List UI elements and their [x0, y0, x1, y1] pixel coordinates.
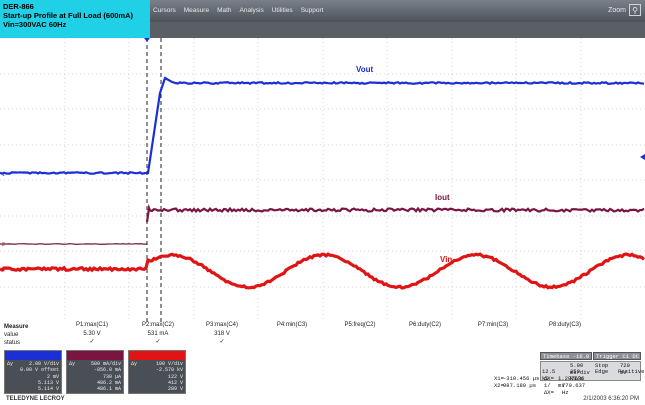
menu-items: Cursors Measure Math Analysis Utilities … — [153, 7, 323, 14]
descriptor-left-row: Δy — [7, 361, 13, 367]
waveform-svg: Vout Iout Vin 1 2 4 — [0, 38, 645, 322]
descriptor-left-row: Δy — [69, 361, 75, 367]
channel-4-marker: 4 — [2, 268, 5, 274]
timebase-header: Timebase -16.0 ms — [540, 352, 592, 360]
measure-param-name: P1:max(C1) — [76, 322, 108, 328]
trigger-position-marker[interactable] — [144, 38, 150, 42]
iout-reference-trace — [0, 244, 147, 245]
descriptor-row: 5.114 V — [20, 386, 59, 392]
channel-descriptor-c1[interactable]: 2.00 V/div 0.00 V offset 2 mV 5.113 V 5.114 … — [4, 350, 62, 394]
graticule — [0, 38, 645, 322]
measure-param-status: ✓ — [187, 338, 257, 345]
measure-param-6[interactable]: P6:duty(C2) — [390, 322, 460, 331]
iout-trace — [147, 208, 644, 222]
iout-label: Iout — [435, 193, 450, 202]
trigger-header: Trigger C1 DC — [593, 352, 641, 360]
menu-bar: DER-866 Start-up Profile at Full Load (6… — [0, 0, 645, 38]
title-line-2: Start-up Profile at Full Load (600mA) — [3, 11, 147, 20]
vin-label: Vin — [440, 255, 452, 264]
measure-param-1[interactable]: P1:max(C1) 5.30 V ✓ — [57, 322, 127, 345]
menu-utilities[interactable]: Utilities — [272, 7, 293, 14]
measure-value-label: value — [4, 332, 18, 338]
measure-header: Measure — [4, 324, 28, 330]
cursor-lines — [147, 38, 161, 322]
brand-logo: TELEDYNE LECROY — [6, 396, 65, 402]
menu-math[interactable]: Math — [217, 7, 231, 14]
channel-2-marker: 2 — [2, 242, 5, 248]
title-line-3: Vin=300VAC 60Hz — [3, 20, 147, 29]
trigger-level-marker[interactable] — [640, 154, 645, 160]
measure-param-name: P3:max(C4) — [206, 322, 238, 328]
channel-descriptor-c2[interactable]: 500 mA/div -856.0 mA 730 µA 486.2 mA 486.1 m… — [66, 350, 124, 394]
measure-param-4[interactable]: P4:min(C3) — [257, 322, 327, 331]
cursor-dx-label: ΔX= — [544, 375, 554, 382]
cursor-freq-value: 770.637 Hz — [562, 382, 585, 396]
channel-descriptor-tag — [67, 351, 123, 360]
menu-analysis[interactable]: Analysis — [240, 7, 264, 14]
cursor-x2-value: 987.180 µs — [503, 382, 536, 389]
descriptor-row: -2.570 kV — [156, 367, 183, 373]
vin-trace — [0, 254, 644, 288]
trigger-edge: Edge — [595, 368, 608, 375]
menu-measure[interactable]: Measure — [184, 7, 209, 14]
measure-param-name: P5:freq(C2) — [344, 322, 375, 328]
channel-descriptor-tag — [5, 351, 61, 360]
descriptor-row: 0.00 V offset — [20, 367, 59, 373]
vout-label: Vout — [356, 65, 374, 74]
descriptor-left-row: Δy — [131, 361, 137, 367]
channel-1-marker: 1 — [2, 172, 5, 178]
measure-param-8[interactable]: P8:duty(C3) — [530, 322, 600, 331]
measure-param-name: P2:max(C2) — [142, 322, 174, 328]
measure-param-value: 531 mA — [123, 331, 193, 337]
measure-param-name: P8:duty(C3) — [549, 322, 581, 328]
measure-param-name: P7:min(C3) — [478, 322, 508, 328]
title-box: DER-866 Start-up Profile at Full Load (6… — [0, 0, 150, 38]
measure-param-7[interactable]: P7:min(C3) — [458, 322, 528, 331]
vout-trace — [0, 78, 644, 174]
channel-descriptor-tag — [129, 351, 185, 360]
descriptor-row: 486.1 mA — [91, 386, 121, 392]
measure-param-value: 318 V — [187, 331, 257, 337]
measure-table: Measure value status P1:max(C1) 5.30 V ✓ P2… — [0, 322, 645, 348]
cursor-x1-value: -310.456 µs — [503, 375, 539, 382]
channel-descriptor-c4[interactable]: 100 V/div -2.570 kV 122 V 412 V 289 V Δy — [128, 350, 186, 394]
measure-param-2[interactable]: P2:max(C2) 531 mA ✓ — [123, 322, 193, 345]
measure-param-name: P4:min(C3) — [277, 322, 307, 328]
descriptor-row: -856.0 mA — [91, 367, 121, 373]
trigger-slope: Positive — [618, 368, 644, 375]
title-line-1: DER-866 — [3, 2, 147, 11]
descriptor-row: 289 V — [156, 386, 183, 392]
measure-param-status: ✓ — [57, 338, 127, 345]
measure-status-label: status — [4, 340, 20, 346]
menu-support[interactable]: Support — [301, 7, 324, 14]
measure-param-value: 5.30 V — [57, 331, 127, 337]
measure-param-status: ✓ — [123, 338, 193, 345]
magnifier-icon[interactable]: ⚲ — [629, 4, 641, 16]
menu-cursors[interactable]: Cursors — [153, 7, 176, 14]
zoom-label: Zoom — [608, 7, 626, 14]
zoom-control[interactable]: Zoom ⚲ — [608, 4, 641, 16]
measure-param-3[interactable]: P3:max(C4) 318 V ✓ — [187, 322, 257, 345]
waveform-display[interactable]: Vout Iout Vin 1 2 4 — [0, 38, 645, 322]
measure-param-name: P6:duty(C2) — [409, 322, 441, 328]
cursor-freq-label: 1/ΔX= — [544, 382, 554, 396]
measure-param-5[interactable]: P5:freq(C2) — [325, 322, 395, 331]
timestamp: 2/1/2003 6:36:20 PM — [583, 396, 639, 402]
